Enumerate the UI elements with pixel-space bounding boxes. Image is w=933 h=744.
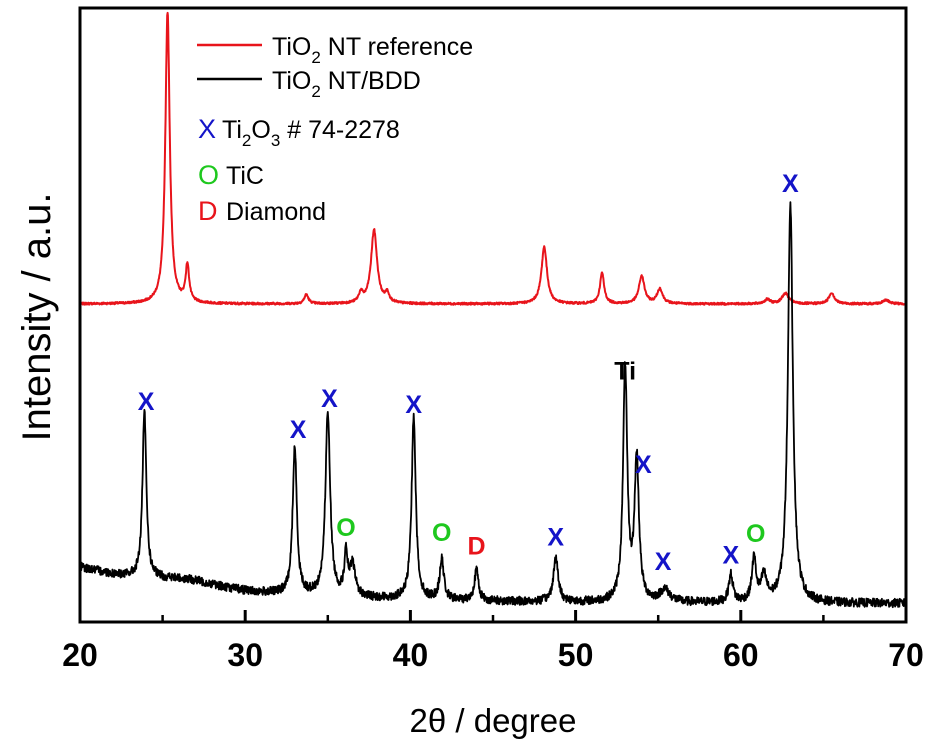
peak-marker: X	[321, 385, 338, 413]
peak-marker: X	[782, 170, 799, 198]
series-line-0	[79, 11, 907, 306]
peak-marker: X	[405, 391, 422, 419]
peak-marker: X	[635, 451, 652, 479]
peak-marker: Ti	[614, 357, 636, 385]
x-tick-label: 60	[723, 637, 759, 673]
plot-frame	[78, 6, 908, 624]
legend-symbol-x: X	[198, 114, 216, 144]
peak-marker: X	[138, 388, 155, 416]
x-tick-label: 40	[393, 637, 429, 673]
legend-label-ti2o3: Ti2O3 # 74-2278	[222, 116, 400, 150]
peak-marker: D	[467, 532, 485, 560]
peak-marker: O	[746, 520, 765, 548]
x-tick-label: 20	[62, 637, 98, 673]
x-tick-label: 70	[888, 637, 924, 673]
legend-label-tic: TiC	[226, 162, 264, 190]
legend: TiO2 NT reference TiO2 NT/BDD X Ti2O3 # …	[197, 33, 473, 226]
peak-marker: O	[336, 514, 355, 542]
legend-label-diamond: Diamond	[226, 198, 326, 226]
x-axis-ticks: 20 30 40 50 60 70	[62, 610, 924, 673]
legend-label-reference: TiO2 NT reference	[272, 33, 473, 67]
peak-marker: X	[723, 542, 740, 570]
y-axis-label: Intensity / a.u.	[15, 192, 59, 441]
x-tick-label: 30	[227, 637, 263, 673]
series-line-1	[79, 201, 907, 609]
peak-marker: X	[547, 523, 564, 551]
peak-marker: X	[290, 416, 307, 444]
legend-symbol-d: D	[198, 196, 218, 226]
peak-marker: X	[655, 548, 672, 576]
x-tick-label: 50	[558, 637, 594, 673]
legend-symbol-o: O	[198, 160, 219, 190]
legend-label-bdd: TiO2 NT/BDD	[272, 67, 421, 101]
plot-lines	[79, 11, 907, 609]
x-axis-label: 2θ / degree	[410, 702, 577, 739]
peak-marker: O	[432, 519, 451, 547]
